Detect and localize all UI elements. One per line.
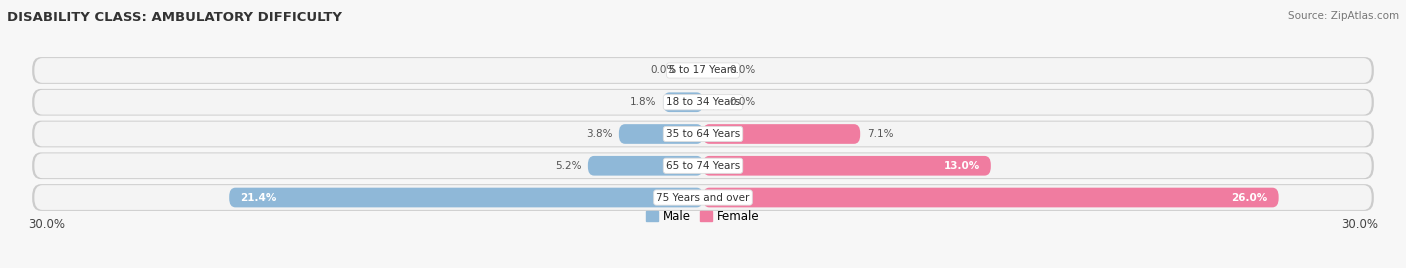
Text: 0.0%: 0.0%: [730, 97, 756, 107]
FancyBboxPatch shape: [703, 188, 1278, 207]
Text: 35 to 64 Years: 35 to 64 Years: [666, 129, 740, 139]
Text: 30.0%: 30.0%: [1341, 218, 1378, 231]
Text: 1.8%: 1.8%: [630, 97, 657, 107]
Text: DISABILITY CLASS: AMBULATORY DIFFICULTY: DISABILITY CLASS: AMBULATORY DIFFICULTY: [7, 11, 342, 24]
Text: 30.0%: 30.0%: [28, 218, 65, 231]
FancyBboxPatch shape: [32, 152, 1374, 179]
Text: 0.0%: 0.0%: [650, 65, 676, 76]
Text: 5.2%: 5.2%: [555, 161, 581, 171]
Text: 65 to 74 Years: 65 to 74 Years: [666, 161, 740, 171]
Text: 3.8%: 3.8%: [586, 129, 612, 139]
Text: 0.0%: 0.0%: [730, 65, 756, 76]
Text: 18 to 34 Years: 18 to 34 Years: [666, 97, 740, 107]
FancyBboxPatch shape: [32, 184, 1374, 211]
FancyBboxPatch shape: [32, 89, 1374, 116]
Text: 21.4%: 21.4%: [240, 192, 277, 203]
FancyBboxPatch shape: [664, 92, 703, 112]
Text: 75 Years and over: 75 Years and over: [657, 192, 749, 203]
FancyBboxPatch shape: [229, 188, 703, 207]
FancyBboxPatch shape: [588, 156, 703, 176]
FancyBboxPatch shape: [703, 124, 860, 144]
FancyBboxPatch shape: [32, 57, 1374, 84]
FancyBboxPatch shape: [32, 121, 1374, 147]
FancyBboxPatch shape: [619, 124, 703, 144]
FancyBboxPatch shape: [34, 90, 1372, 115]
Text: 26.0%: 26.0%: [1232, 192, 1268, 203]
Text: 7.1%: 7.1%: [868, 129, 893, 139]
FancyBboxPatch shape: [34, 122, 1372, 146]
FancyBboxPatch shape: [34, 58, 1372, 83]
Legend: Male, Female: Male, Female: [641, 205, 765, 228]
Text: 5 to 17 Years: 5 to 17 Years: [669, 65, 737, 76]
FancyBboxPatch shape: [34, 153, 1372, 178]
Text: 13.0%: 13.0%: [943, 161, 980, 171]
FancyBboxPatch shape: [703, 156, 991, 176]
Text: Source: ZipAtlas.com: Source: ZipAtlas.com: [1288, 11, 1399, 21]
FancyBboxPatch shape: [34, 185, 1372, 210]
